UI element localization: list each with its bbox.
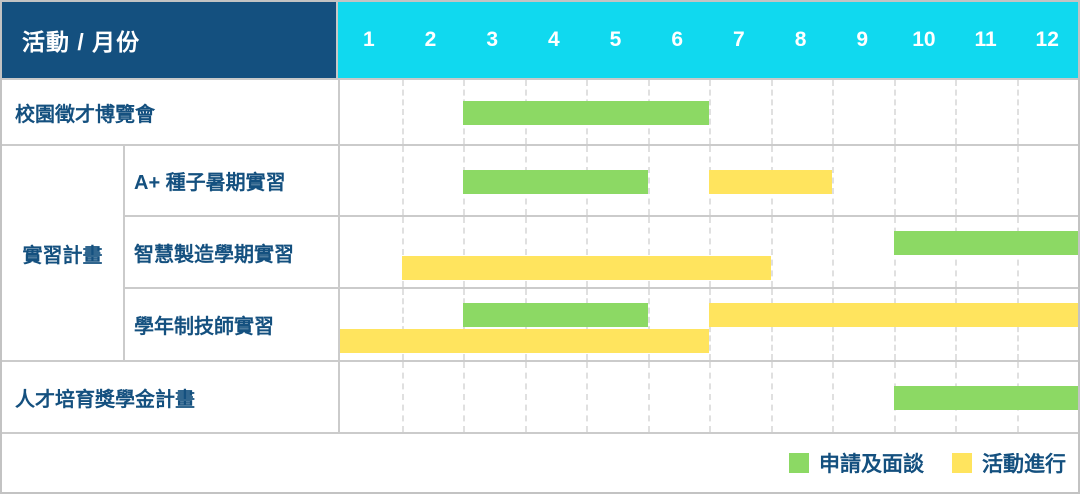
corner-header-label: 活動 / 月份 — [22, 29, 141, 55]
legend-item-active: 活動進行 — [952, 448, 1066, 478]
month-label-1: 1 — [362, 28, 375, 51]
month-label-12: 12 — [1035, 28, 1059, 51]
row-label-text: A+ 種子暑期實習 — [134, 172, 286, 194]
month-label-11: 11 — [974, 28, 997, 51]
month-gridline — [586, 362, 588, 432]
legend-active-label: 活動進行 — [982, 453, 1066, 476]
month-gridline — [647, 146, 650, 215]
month-label-10: 10 — [912, 28, 936, 51]
gantt-bar-academic-year-technician-internship-active — [340, 329, 709, 353]
gantt-track-campus-job-fair — [338, 80, 1078, 146]
gantt-track-aplus-seed-summer-internship — [338, 146, 1078, 217]
month-gridline — [893, 80, 896, 144]
legend-yellow-swatch — [952, 453, 972, 473]
month-gridline — [709, 80, 711, 144]
month-label-2: 2 — [424, 28, 437, 51]
gantt-bar-academic-year-technician-internship-apply — [463, 303, 648, 327]
corner-header-cell: 活動 / 月份 — [2, 2, 338, 80]
row-label-talent-scholarship-program: 人才培育獎學金計畫 — [2, 362, 338, 434]
row-label-academic-year-technician-internship: 學年制技師實習 — [125, 289, 338, 362]
legend-item-apply: 申請及面談 — [789, 448, 924, 478]
month-gridline — [401, 146, 404, 215]
month-label-3: 3 — [486, 28, 499, 51]
month-gridline — [647, 362, 650, 432]
month-gridline — [955, 80, 957, 144]
legend-row: 申請及面談 活動進行 — [2, 434, 1078, 492]
month-gridline — [401, 217, 404, 287]
group-label-internship-program: 實習計畫 — [2, 146, 125, 362]
gantt-bar-campus-job-fair-apply — [463, 101, 709, 125]
month-gridline — [955, 146, 957, 215]
gantt-track-talent-scholarship-program — [338, 362, 1078, 434]
gantt-track-academic-year-technician-internship — [338, 289, 1078, 362]
gantt-track-smart-manufacturing-semester-internship — [338, 217, 1078, 289]
month-gridline — [709, 217, 711, 287]
month-gridline — [463, 217, 465, 287]
month-gridline — [832, 80, 834, 144]
gantt-bar-talent-scholarship-program-apply — [893, 386, 1078, 410]
row-label-text: 人才培育獎學金計畫 — [15, 388, 195, 411]
month-label-9: 9 — [856, 28, 869, 51]
month-gridline — [1016, 146, 1019, 215]
row-label-text: 智慧製造學期實習 — [134, 243, 294, 266]
gantt-bar-smart-manufacturing-semester-internship-apply — [893, 231, 1078, 255]
month-gridline — [770, 362, 773, 432]
month-gridline — [647, 289, 650, 360]
month-gridline — [647, 217, 650, 287]
group-label-text: 實習計畫 — [22, 244, 103, 267]
month-gridline — [1016, 80, 1019, 144]
month-label-7: 7 — [733, 28, 745, 51]
legend-green-swatch — [789, 453, 809, 473]
legend-apply-label: 申請及面談 — [819, 453, 924, 476]
gantt-bar-smart-manufacturing-semester-internship-active — [401, 256, 771, 280]
month-header-row: 1 2 3 4 5 6 7 8 9 10 11 12 — [338, 2, 1078, 80]
gantt-bar-aplus-seed-summer-internship-active — [709, 169, 832, 194]
gantt-bar-aplus-seed-summer-internship-apply — [463, 169, 648, 194]
month-gridline — [709, 362, 711, 432]
month-gridline — [770, 217, 773, 287]
month-gridline — [401, 289, 404, 360]
row-label-smart-manufacturing-semester-internship: 智慧製造學期實習 — [125, 217, 338, 289]
month-gridline — [463, 362, 465, 432]
month-label-6: 6 — [671, 28, 684, 51]
gantt-bar-academic-year-technician-internship-active — [709, 303, 1078, 327]
month-gridline — [770, 80, 773, 144]
month-gridline — [832, 362, 834, 432]
month-gridline — [832, 217, 834, 287]
row-label-campus-job-fair: 校園徵才博覽會 — [2, 80, 338, 146]
row-label-text: 學年制技師實習 — [134, 316, 274, 338]
month-gridline — [893, 146, 896, 215]
month-gridline — [586, 217, 588, 287]
row-label-text: 校園徵才博覽會 — [15, 103, 155, 126]
month-gridline — [832, 146, 834, 215]
month-label-8: 8 — [794, 28, 807, 51]
month-label-4: 4 — [548, 28, 560, 51]
month-gridline — [401, 80, 404, 144]
month-gridline — [524, 217, 527, 287]
month-gridline — [524, 362, 527, 432]
month-gridline — [401, 362, 404, 432]
row-label-aplus-seed-summer-internship: A+ 種子暑期實習 — [125, 146, 338, 217]
month-label-5: 5 — [609, 28, 622, 51]
